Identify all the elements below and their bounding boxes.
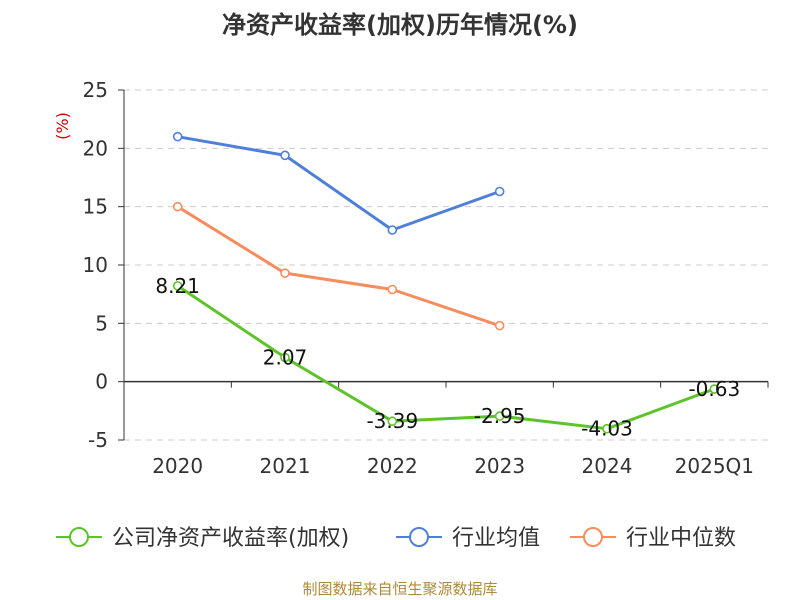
y-tick-labels: 25 20 15 10 5 0 -5 <box>83 78 108 452</box>
x-tick-label-2023: 2023 <box>474 454 525 478</box>
series-line-industry-mean <box>177 135 501 232</box>
legend-marker <box>583 527 603 547</box>
legend-label: 行业中位数 <box>626 526 736 551</box>
legend: 公司净资产收益率(加权) 行业均值 行业中位数 <box>56 526 736 551</box>
legend-marker <box>409 527 429 547</box>
data-label-company-roe: 2.07 <box>263 346 308 370</box>
data-label-company-roe: -2.95 <box>474 404 526 428</box>
data-point-company-roe <box>494 411 505 421</box>
x-tick-label-2025q1: 2025Q1 <box>675 454 754 478</box>
y-tick-label: 5 <box>95 311 108 335</box>
series-line-company-roe <box>176 284 715 431</box>
y-tick-label: 25 <box>83 78 108 102</box>
x-tick-label-2020: 2020 <box>152 454 203 478</box>
y-tick-label: 10 <box>83 253 108 277</box>
data-point-industry-median <box>280 268 290 278</box>
legend-item-industry-mean: 行业均值 <box>396 526 540 551</box>
legend-item-industry-median: 行业中位数 <box>570 526 736 551</box>
series-lines <box>172 131 720 434</box>
source-note: 制图数据来自恒生聚源数据库 <box>302 580 497 598</box>
gridlines <box>124 89 768 441</box>
y-tick-label: 0 <box>95 370 108 394</box>
legend-marker <box>69 527 89 547</box>
y-tick-label: 15 <box>83 195 108 219</box>
data-label-company-roe: 8.21 <box>155 274 200 298</box>
data-point-company-roe <box>387 416 398 427</box>
data-point-company-roe <box>709 384 720 394</box>
axes <box>118 89 769 441</box>
data-point-company-roe <box>602 423 612 434</box>
x-tick-label-2022: 2022 <box>367 454 418 478</box>
x-tick-labels: 2020 2021 2022 2023 2024 2025Q1 <box>152 454 754 478</box>
data-point-industry-mean <box>387 225 398 235</box>
y-tick-label: 20 <box>83 136 108 160</box>
data-point-industry-median <box>387 284 398 295</box>
legend-label: 公司净资产收益率(加权) <box>112 526 349 551</box>
data-point-industry-median <box>172 201 183 212</box>
data-point-industry-mean <box>494 186 505 197</box>
data-point-industry-mean <box>280 150 290 161</box>
data-point-industry-median <box>494 320 505 331</box>
data-labels: 8.21 2.07 -3.39 -2.95 -4.03 -0.63 <box>155 274 740 441</box>
x-tick-label-2021: 2021 <box>260 454 311 478</box>
chart-title: 净资产收益率(加权)历年情况(%) <box>222 11 578 39</box>
data-label-company-roe: -4.03 <box>581 417 633 441</box>
data-label-company-roe: -3.39 <box>366 409 418 433</box>
legend-label: 行业均值 <box>452 526 540 551</box>
data-point-industry-mean <box>172 131 183 142</box>
y-tick-label: -5 <box>88 428 108 452</box>
y-axis-unit: (%) <box>53 112 72 140</box>
data-point-company-roe <box>172 281 183 291</box>
x-tick-label-2024: 2024 <box>582 454 633 478</box>
series-line-industry-median <box>176 205 501 328</box>
data-point-company-roe <box>280 352 290 363</box>
legend-item-company-roe: 公司净资产收益率(加权) <box>56 526 349 551</box>
data-label-company-roe: -0.63 <box>688 377 740 401</box>
